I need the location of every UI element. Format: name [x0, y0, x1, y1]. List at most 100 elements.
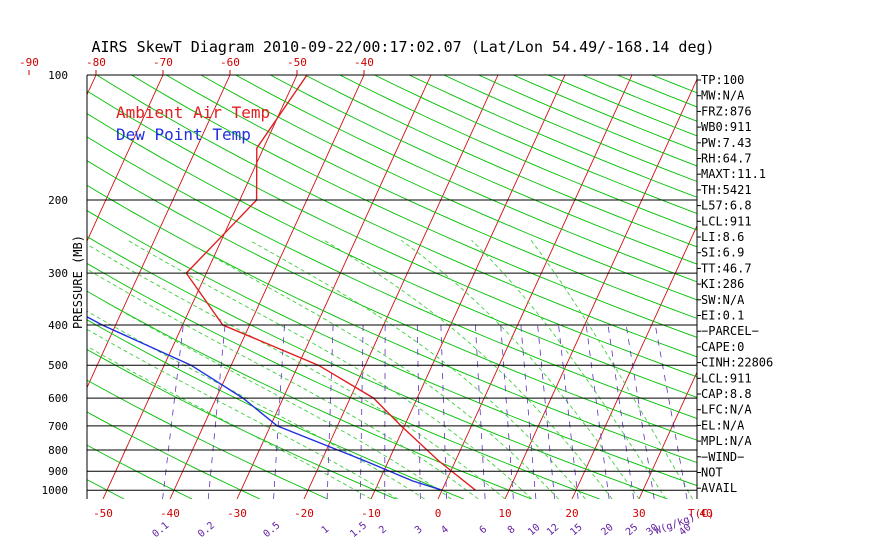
- index-entry: KI:286: [701, 277, 744, 291]
- mixing-ratio-line: [558, 324, 579, 499]
- pressure-tick-label: 800: [48, 444, 68, 457]
- dry-adiabat-line: [87, 184, 697, 464]
- isotherm-line: [437, 75, 633, 499]
- index-entry: NOT: [701, 466, 723, 480]
- top-temp-tick-label: -50: [287, 56, 307, 69]
- mixing-ratio-label: 3: [413, 524, 425, 536]
- moist-adiabat-line: [323, 239, 613, 499]
- chart-title: AIRS SkewT Diagram 2010-09-22/00:17:02.0…: [91, 38, 714, 56]
- bottom-temp-tick-label: 20: [565, 507, 578, 520]
- isotherm-line: [303, 75, 499, 499]
- pressure-tick-label: 600: [48, 392, 68, 405]
- moist-adiabat-line: [87, 310, 425, 499]
- index-entry: RH:64.7: [701, 152, 752, 166]
- isotherm-line: [87, 75, 231, 389]
- mixing-ratio-label: 12: [545, 522, 561, 538]
- dry-adiabat-line: [87, 262, 600, 499]
- dry-adiabat-line: [87, 479, 125, 499]
- legend-ambient-air-temp: Ambient Air Temp: [116, 103, 270, 122]
- pressure-tick-label: 500: [48, 359, 68, 372]
- moist-adiabat-line: [530, 239, 693, 499]
- pressure-tick-label: 200: [48, 194, 68, 207]
- mixing-ratio-line: [585, 324, 610, 499]
- dry-adiabat-line: [87, 90, 697, 378]
- moist-adiabat-line: [87, 243, 506, 499]
- pressure-tick-label: 100: [48, 69, 68, 82]
- index-entry: LCL:911: [701, 371, 752, 385]
- isotherm-line: [87, 75, 164, 243]
- isotherm-line: [169, 75, 365, 499]
- bottom-temp-tick-label: -50: [93, 507, 113, 520]
- mixing-ratio-label: 0.2: [196, 520, 217, 540]
- mixing-ratio-label: 1: [320, 524, 332, 536]
- index-entry: FRZ:876: [701, 104, 752, 118]
- temp-unit-label: T(C): [688, 507, 715, 520]
- dry-adiabat-line: [304, 75, 697, 248]
- index-entry: WB0:911: [701, 120, 752, 134]
- dry-adiabat-line: [87, 136, 697, 419]
- top-temp-tick-label: -40: [354, 56, 374, 69]
- dry-adiabat-line: [166, 75, 697, 319]
- moist-adiabat-line: [87, 290, 452, 499]
- isotherm-line: [773, 75, 870, 499]
- mixing-ratio-line: [500, 324, 514, 499]
- index-entry: L57:6.8: [701, 199, 752, 213]
- legend: Ambient Air Temp Dew Point Temp: [116, 103, 270, 144]
- isotherm-line: [236, 75, 432, 499]
- dew-point-temp-line: [87, 316, 443, 491]
- mixing-ratio-line: [326, 324, 334, 499]
- index-entry: MAXT:11.1: [701, 167, 766, 181]
- dry-adiabat-line: [131, 75, 697, 338]
- pressure-tick-label: 900: [48, 465, 68, 478]
- bottom-temp-tick-label: -40: [160, 507, 180, 520]
- bottom-temp-tick-label: -20: [294, 507, 314, 520]
- mixing-ratio-label: 15: [568, 522, 584, 538]
- dry-adiabat-line: [374, 75, 697, 214]
- mixing-ratio-label: 0.1: [150, 520, 171, 540]
- bottom-temp-tick-label: -10: [361, 507, 381, 520]
- index-entry: LCL:911: [701, 214, 752, 228]
- bottom-temp-tick-label: 10: [498, 507, 511, 520]
- top-temp-tick-label: -80: [86, 56, 106, 69]
- index-entry: PW:7.43: [701, 136, 752, 150]
- index-entry: SW:N/A: [701, 293, 745, 307]
- dry-adiabat-line: [478, 75, 697, 167]
- index-entry: TH:5421: [701, 183, 752, 197]
- mixing-ratio-label: 1.5: [348, 520, 369, 540]
- isotherm-line: [638, 371, 697, 499]
- dry-adiabat-line: [339, 75, 697, 231]
- mixing-ratio-label: 8: [506, 524, 518, 536]
- legend-dew-point-temp: Dew Point Temp: [116, 125, 251, 144]
- moist-adiabat-line: [400, 239, 640, 499]
- mixing-ratio-label: 20: [599, 522, 615, 538]
- dry-adiabat-line: [513, 75, 697, 152]
- pressure-tick-label: 700: [48, 420, 68, 433]
- index-entry: AVAIL: [701, 481, 737, 495]
- index-entry: TT:46.7: [701, 261, 752, 275]
- pressure-tick-label: 300: [48, 267, 68, 280]
- moist-adiabat-line: [87, 345, 372, 499]
- pressure-tick-label: 400: [48, 319, 68, 332]
- index-entry: CAP:8.8: [701, 387, 752, 401]
- isotherm-line: [0, 75, 29, 499]
- mixing-ratio-line: [273, 324, 285, 499]
- mixing-ratio-unit-label: W(g/kg): [653, 512, 696, 537]
- pressure-tick-label: 1000: [42, 484, 69, 497]
- mixing-ratio-line: [207, 324, 226, 499]
- top-temp-tick-label: -60: [220, 56, 240, 69]
- index-entry: MPL:N/A: [701, 434, 752, 448]
- index-entry: −PARCEL−: [701, 324, 759, 338]
- index-entry: MW:N/A: [701, 89, 745, 103]
- index-entry: EI:0.1: [701, 309, 744, 323]
- mixing-ratio-line: [654, 324, 688, 499]
- dry-adiabat-line: [87, 236, 668, 499]
- mixing-ratio-line: [416, 324, 421, 499]
- dry-adiabat-line: [409, 75, 697, 198]
- index-entry: LFC:N/A: [701, 403, 752, 417]
- dry-adiabat-line: [87, 160, 697, 441]
- dry-adiabat-line: [270, 75, 697, 265]
- dry-adiabat-line: [87, 113, 697, 398]
- top-temp-tick-label: -90: [19, 56, 39, 69]
- mixing-ratio-line: [474, 324, 486, 499]
